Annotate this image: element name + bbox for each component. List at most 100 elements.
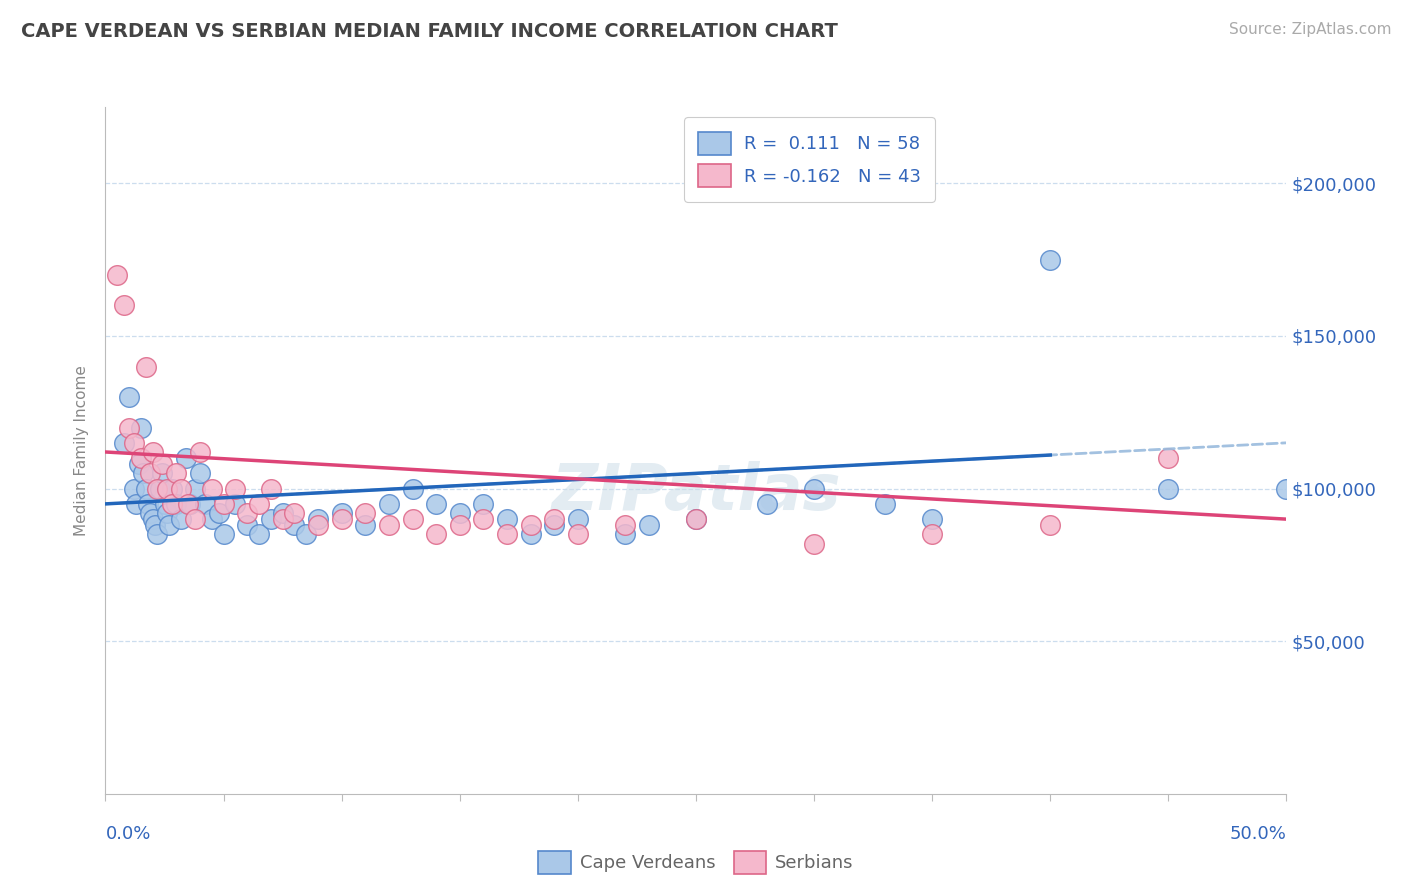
Point <box>685 512 707 526</box>
Point <box>184 482 207 496</box>
Point <box>295 527 318 541</box>
Point <box>755 497 778 511</box>
Point <box>685 512 707 526</box>
Point <box>112 298 135 312</box>
Point <box>170 482 193 496</box>
Text: 50.0%: 50.0% <box>1230 825 1286 843</box>
Point <box>184 512 207 526</box>
Point <box>307 512 329 526</box>
Point <box>1039 252 1062 267</box>
Point <box>157 518 180 533</box>
Point <box>160 497 183 511</box>
Point <box>519 527 541 541</box>
Point <box>139 467 162 481</box>
Point <box>153 497 176 511</box>
Point <box>614 527 637 541</box>
Text: 0.0%: 0.0% <box>105 825 150 843</box>
Point <box>330 506 353 520</box>
Point <box>271 506 294 520</box>
Point <box>260 482 283 496</box>
Point <box>260 512 283 526</box>
Point <box>614 518 637 533</box>
Point <box>921 527 943 541</box>
Point <box>201 482 224 496</box>
Point <box>803 536 825 550</box>
Text: ZIPatlas: ZIPatlas <box>551 460 841 523</box>
Point <box>449 518 471 533</box>
Point <box>149 482 172 496</box>
Point <box>150 457 173 471</box>
Point <box>354 506 377 520</box>
Point <box>136 497 159 511</box>
Point <box>165 467 187 481</box>
Point <box>194 497 217 511</box>
Point <box>247 527 270 541</box>
Point <box>150 467 173 481</box>
Point <box>105 268 128 282</box>
Point <box>122 482 145 496</box>
Point <box>330 512 353 526</box>
Point <box>170 512 193 526</box>
Point <box>156 506 179 520</box>
Point <box>1157 482 1180 496</box>
Point <box>283 518 305 533</box>
Point <box>378 497 401 511</box>
Point <box>174 451 197 466</box>
Point <box>307 518 329 533</box>
Point <box>179 497 201 511</box>
Point <box>129 451 152 466</box>
Point <box>1039 518 1062 533</box>
Point <box>472 512 495 526</box>
Point <box>543 512 565 526</box>
Point <box>425 497 447 511</box>
Point <box>567 512 589 526</box>
Point <box>128 457 150 471</box>
Point <box>271 512 294 526</box>
Point <box>122 435 145 450</box>
Point <box>224 497 246 511</box>
Point <box>142 445 165 459</box>
Point <box>135 359 157 374</box>
Point <box>519 518 541 533</box>
Text: CAPE VERDEAN VS SERBIAN MEDIAN FAMILY INCOME CORRELATION CHART: CAPE VERDEAN VS SERBIAN MEDIAN FAMILY IN… <box>21 22 838 41</box>
Point <box>378 518 401 533</box>
Point <box>283 506 305 520</box>
Point <box>449 506 471 520</box>
Point <box>1275 482 1298 496</box>
Point <box>135 482 157 496</box>
Text: Source: ZipAtlas.com: Source: ZipAtlas.com <box>1229 22 1392 37</box>
Legend: Cape Verdeans, Serbians: Cape Verdeans, Serbians <box>531 843 860 881</box>
Point <box>160 482 183 496</box>
Point <box>873 497 896 511</box>
Point <box>139 506 162 520</box>
Point <box>247 497 270 511</box>
Point <box>143 518 166 533</box>
Point <box>208 506 231 520</box>
Point <box>125 497 148 511</box>
Point <box>543 518 565 533</box>
Point <box>401 512 423 526</box>
Point <box>637 518 659 533</box>
Point <box>401 482 423 496</box>
Point <box>188 445 211 459</box>
Point <box>236 506 259 520</box>
Point <box>496 527 519 541</box>
Point <box>212 527 235 541</box>
Point <box>118 420 141 434</box>
Point <box>425 527 447 541</box>
Point <box>156 482 179 496</box>
Point <box>224 482 246 496</box>
Point <box>132 467 155 481</box>
Point <box>472 497 495 511</box>
Point <box>165 497 187 511</box>
Point <box>188 467 211 481</box>
Point <box>354 518 377 533</box>
Point <box>212 497 235 511</box>
Point <box>496 512 519 526</box>
Point <box>236 518 259 533</box>
Point <box>201 512 224 526</box>
Point <box>129 420 152 434</box>
Point <box>112 435 135 450</box>
Point <box>803 482 825 496</box>
Point <box>146 482 169 496</box>
